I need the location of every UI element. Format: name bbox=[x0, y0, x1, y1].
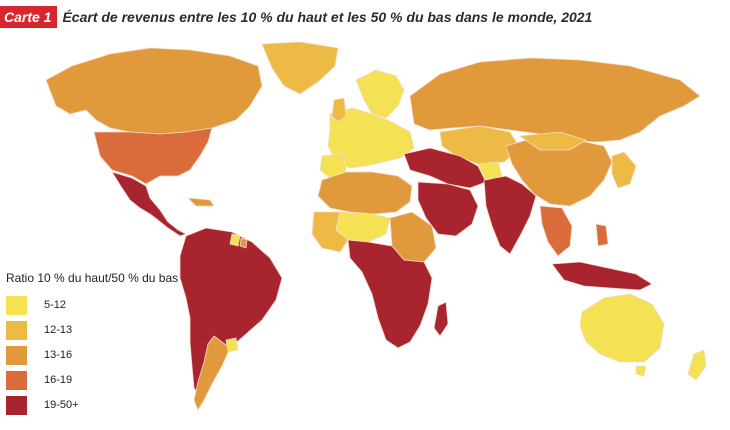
southeast-asia-region bbox=[539, 205, 573, 257]
arabia-region bbox=[417, 181, 479, 237]
canada-alaska-region bbox=[45, 47, 263, 135]
legend-item: 13-16 bbox=[6, 344, 236, 366]
legend-item: 19-50+ bbox=[6, 394, 236, 416]
caribbean-region bbox=[187, 197, 215, 207]
uk-region bbox=[331, 97, 347, 123]
suriname-region bbox=[239, 237, 248, 249]
philippines-region bbox=[595, 223, 609, 247]
madagascar-region bbox=[433, 301, 449, 337]
australia-region bbox=[579, 293, 665, 363]
legend-title: Ratio 10 % du haut/50 % du bas bbox=[6, 271, 179, 285]
west-africa-region bbox=[311, 211, 349, 253]
korea-japan-region bbox=[611, 151, 637, 189]
legend-item: 5-12 bbox=[6, 294, 236, 316]
legend-swatch bbox=[6, 370, 27, 390]
guyana-region bbox=[229, 233, 241, 247]
uruguay-region bbox=[225, 337, 239, 353]
central-asia-region bbox=[439, 125, 521, 165]
north-africa-region bbox=[317, 171, 413, 215]
legend-swatch bbox=[6, 320, 27, 340]
tasmania-region bbox=[635, 365, 647, 377]
legend-label: 13-16 bbox=[44, 349, 73, 361]
united-states-region bbox=[93, 127, 213, 185]
legend-label: 5-12 bbox=[44, 299, 67, 311]
indonesia-region bbox=[551, 261, 653, 291]
new-zealand-region bbox=[687, 349, 707, 381]
world-map bbox=[0, 36, 730, 430]
afghanistan-region bbox=[477, 161, 503, 181]
legend-label: 19-50+ bbox=[44, 399, 79, 411]
map-title: Écart de revenus entre les 10 % du haut … bbox=[62, 9, 593, 25]
greenland-region bbox=[261, 41, 339, 95]
south-asia-region bbox=[483, 175, 537, 255]
sub-saharan-africa-region bbox=[347, 239, 433, 349]
world-map-svg bbox=[45, 41, 707, 411]
legend-label: 12-13 bbox=[44, 324, 73, 336]
figure-header: Carte 1 Écart de revenus entre les 10 % … bbox=[0, 6, 592, 28]
legend-item: 12-13 bbox=[6, 319, 236, 341]
argentina-region bbox=[193, 335, 231, 411]
legend-label: 16-19 bbox=[44, 374, 73, 386]
legend-swatch bbox=[6, 395, 27, 415]
legend-swatch bbox=[6, 295, 27, 315]
scandinavia-region bbox=[355, 69, 405, 119]
map-badge: Carte 1 bbox=[0, 6, 58, 28]
turkey-iran-region bbox=[403, 147, 487, 189]
russia-region bbox=[409, 57, 701, 143]
mexico-central-america-region bbox=[111, 171, 187, 237]
western-europe-region bbox=[327, 107, 415, 169]
legend-swatch bbox=[6, 345, 27, 365]
map-legend: Ratio 10 % du haut/50 % du bas 5-12 12-1… bbox=[6, 271, 236, 419]
legend-item: 16-19 bbox=[6, 369, 236, 391]
mongolia-region bbox=[519, 131, 587, 151]
